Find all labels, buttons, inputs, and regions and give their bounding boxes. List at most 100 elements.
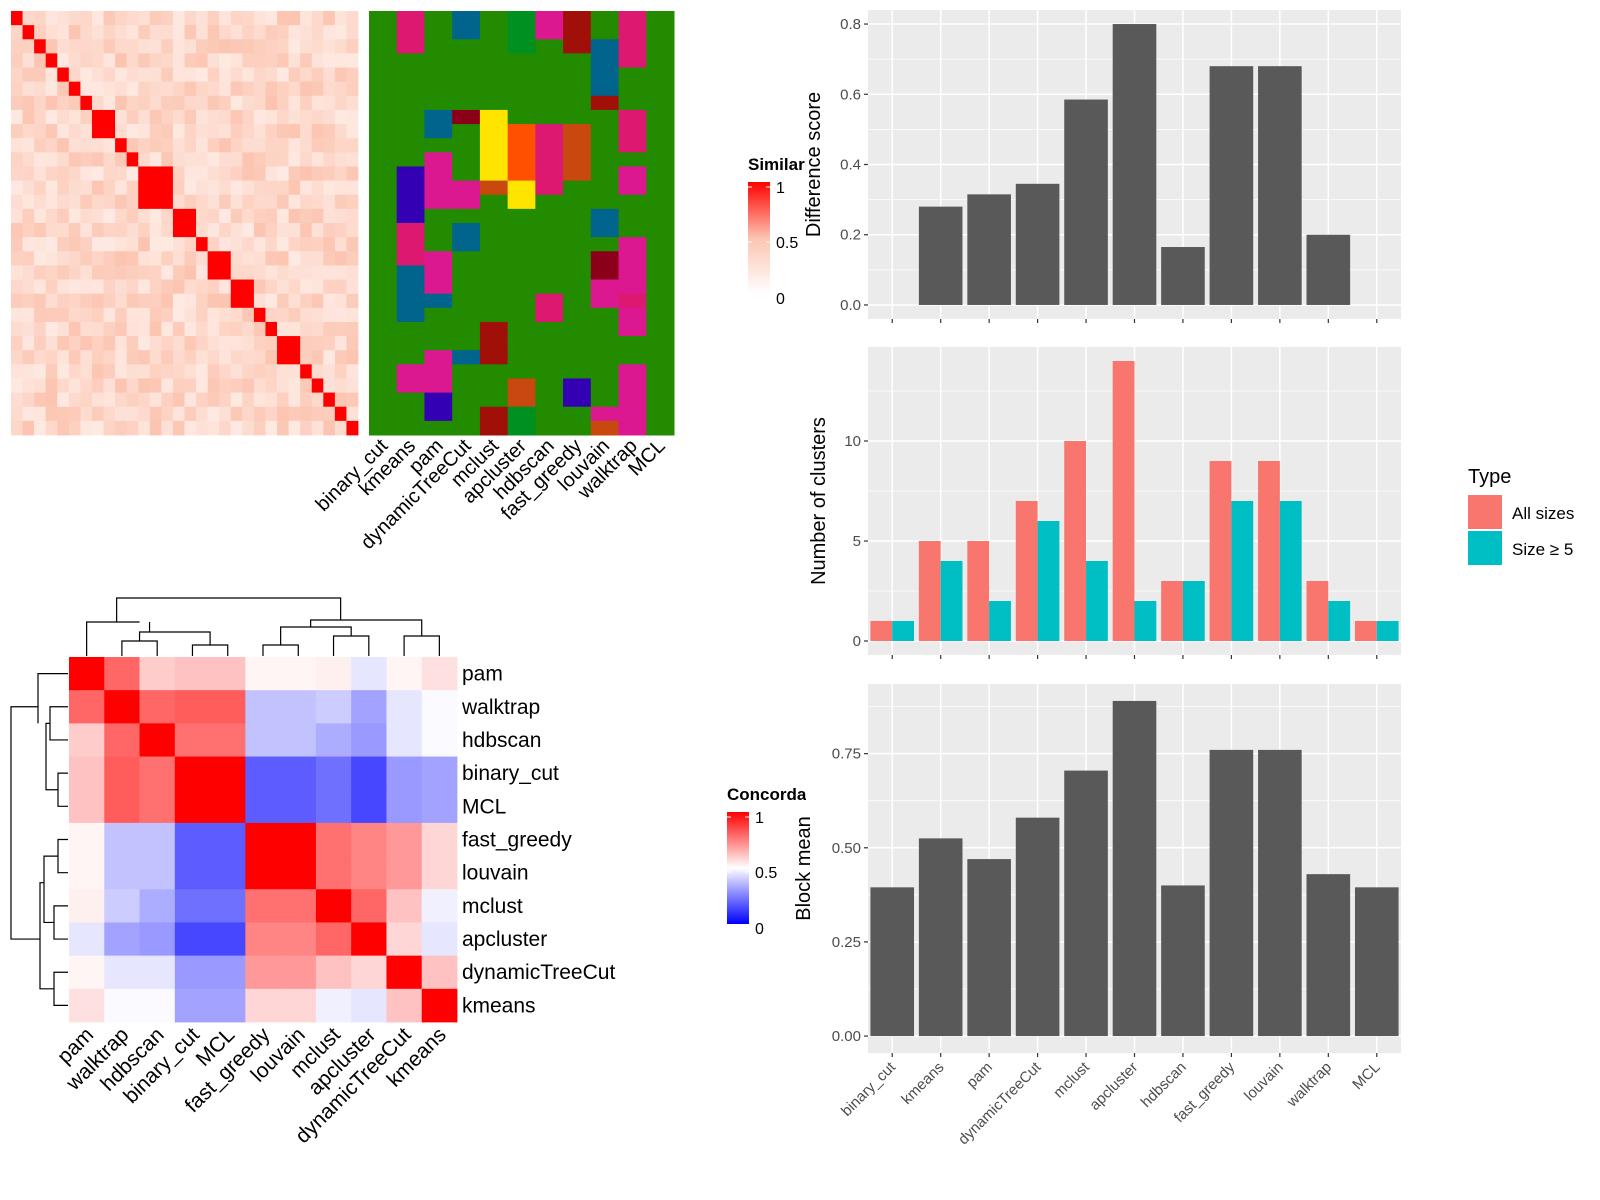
similarity-cell: [57, 138, 70, 153]
similarity-cell: [149, 350, 162, 365]
similarity-cell: [253, 166, 266, 181]
similarity-cell: [265, 180, 278, 196]
similarity-cell: [57, 53, 70, 68]
concordance-cell: [280, 756, 317, 791]
similarity-cell: [172, 406, 185, 422]
concordance-cell: [139, 889, 176, 923]
similarity-cell: [288, 406, 301, 422]
similarity-cell: [230, 194, 243, 210]
similarity-cell: [57, 81, 70, 97]
similarity-cell: [207, 265, 220, 280]
similarity-cell: [11, 420, 23, 436]
similarity-cell: [323, 378, 336, 393]
similarity-cell: [288, 279, 301, 295]
similarity-cell: [126, 25, 139, 40]
similarity-cell: [161, 378, 174, 393]
similarity-cell: [68, 109, 81, 125]
similarity-cell: [172, 152, 185, 167]
similarity-cell: [230, 180, 243, 196]
similarity-cell: [323, 350, 336, 365]
similarity-cell: [22, 420, 35, 436]
similarity-cell: [346, 251, 359, 266]
similarity-cell: [230, 53, 243, 68]
similarity-cell: [219, 25, 232, 40]
similarity-cell: [115, 420, 128, 436]
similarity-cell: [334, 364, 347, 379]
similarity-cell: [126, 265, 139, 280]
similarity-cell: [68, 364, 81, 379]
similarity-cell: [103, 208, 116, 224]
similarity-cell: [253, 67, 266, 83]
similarity-cell: [22, 138, 35, 153]
similarity-cell: [172, 321, 185, 337]
similarity-cell: [138, 406, 151, 422]
similarity-cell: [253, 25, 266, 40]
similarity-cell: [161, 223, 174, 238]
similarity-cell: [265, 336, 278, 351]
bar-all-sizes: [1306, 581, 1329, 641]
membership-cell: [590, 124, 620, 167]
similarity-cell: [207, 109, 220, 125]
membership-cell: [590, 39, 620, 97]
concordance-cell: [315, 657, 352, 691]
similarity-cell: [11, 25, 23, 40]
similarity-cell: [126, 406, 139, 422]
similarity-cell: [346, 350, 359, 365]
membership-cell: [618, 307, 647, 323]
similarity-cell: [45, 208, 58, 224]
similarity-cell: [346, 67, 359, 83]
concordance-cell: [386, 723, 423, 757]
similarity-cell: [207, 152, 220, 167]
similarity-cell: [219, 378, 232, 393]
membership-cell: [535, 109, 564, 125]
similarity-cell: [115, 11, 128, 26]
similarity-cell: [172, 378, 185, 393]
similarity-cell: [311, 392, 324, 408]
similarity-cell: [288, 265, 301, 280]
similarity-cell: [80, 138, 93, 153]
concordance-cell: [351, 922, 387, 957]
similarity-cell: [126, 138, 139, 153]
similarity-cell: [34, 194, 47, 210]
similarity-cell: [207, 378, 220, 393]
membership-cell: [590, 321, 620, 351]
similarity-cell: [11, 307, 23, 323]
similarity-cell: [207, 25, 220, 40]
similarity-cell: [68, 67, 81, 83]
similarity-cell: [115, 166, 128, 181]
similarity-cell: [161, 307, 174, 323]
similarity-cell: [11, 81, 23, 97]
similarity-cell: [334, 378, 347, 393]
similarity-cell: [219, 138, 232, 153]
membership-cell: [479, 53, 509, 111]
similarity-cell: [68, 180, 81, 196]
similarity-cell: [149, 39, 162, 54]
membership-cell: [535, 336, 564, 394]
similarity-cell: [45, 166, 58, 181]
membership-cell: [646, 307, 675, 337]
concordance-cell: [104, 922, 140, 957]
similarity-cell: [334, 350, 347, 365]
similarity-cell: [91, 223, 104, 238]
similarity-cell: [126, 95, 139, 111]
similarity-cell: [126, 350, 139, 365]
similarity-cell: [161, 420, 174, 436]
y-tick-label: 0.0: [840, 297, 861, 314]
similarity-cell: [138, 152, 151, 167]
similarity-cell: [196, 39, 209, 54]
similarity-cell: [207, 293, 220, 309]
similarity-cell: [172, 39, 185, 54]
similarity-cell: [103, 109, 116, 125]
dendrogram-branch: [280, 626, 352, 645]
membership-cell: [563, 364, 592, 379]
membership-cell: [479, 265, 509, 309]
similarity-cell: [34, 109, 47, 125]
similarity-cell: [22, 223, 35, 238]
similarity-cell: [57, 180, 70, 196]
similarity-cell: [242, 350, 255, 365]
similarity-cell: [22, 406, 35, 422]
membership-cell: [590, 350, 620, 408]
membership-cell: [369, 109, 398, 167]
similarity-cell: [300, 378, 313, 393]
membership-cell: [563, 223, 592, 281]
